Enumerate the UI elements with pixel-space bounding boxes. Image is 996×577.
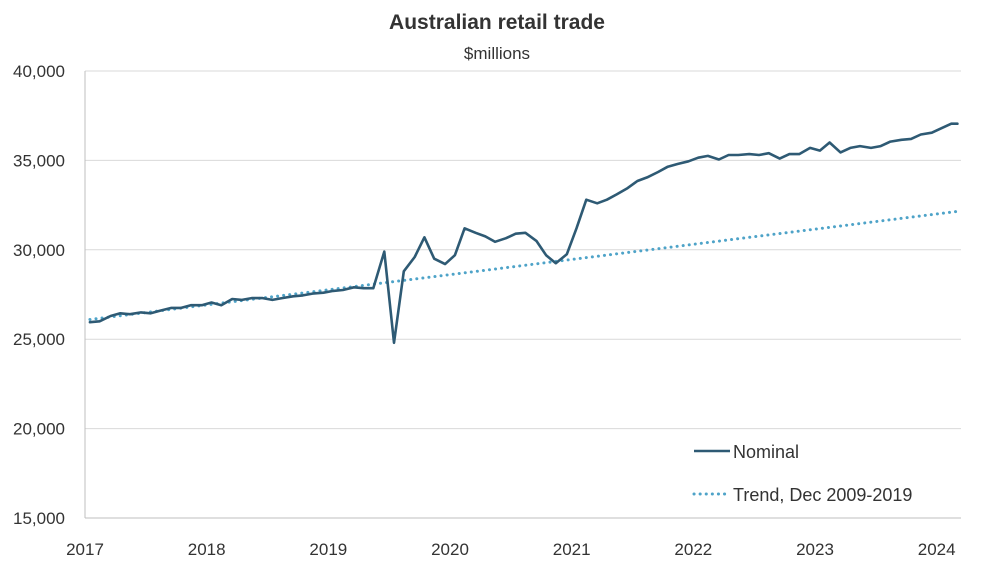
chart-title: Australian retail trade	[389, 11, 605, 34]
legend-label-trend: Trend, Dec 2009-2019	[733, 485, 912, 505]
x-axis-ticks: 2017 2018 2019 2020 2021 2022 2023 2024	[66, 540, 955, 559]
y-tick-label: 40,000	[13, 62, 65, 81]
series-layer	[88, 122, 959, 345]
x-tick-label: 2021	[553, 540, 591, 559]
y-tick-label: 35,000	[13, 151, 65, 170]
y-tick-label: 20,000	[13, 420, 65, 439]
x-tick-label: 2020	[431, 540, 469, 559]
series-line-nominal	[88, 122, 959, 345]
y-tick-label: 15,000	[13, 509, 65, 528]
x-tick-label: 2017	[66, 540, 104, 559]
chart-subtitle: $millions	[464, 44, 530, 63]
gridlines	[84, 70, 961, 519]
series-line-trend	[88, 209, 959, 321]
y-tick-label: 30,000	[13, 241, 65, 260]
legend-label-nominal: Nominal	[733, 442, 799, 462]
y-tick-label: 25,000	[13, 330, 65, 349]
x-tick-label: 2023	[796, 540, 834, 559]
x-tick-label: 2022	[674, 540, 712, 559]
x-tick-label: 2024	[918, 540, 956, 559]
x-tick-label: 2019	[309, 540, 347, 559]
y-axis-ticks: 15,000 20,000 25,000 30,000 35,000 40,000	[13, 62, 65, 528]
x-tick-label: 2018	[188, 540, 226, 559]
legend: Nominal Trend, Dec 2009-2019	[692, 442, 912, 505]
